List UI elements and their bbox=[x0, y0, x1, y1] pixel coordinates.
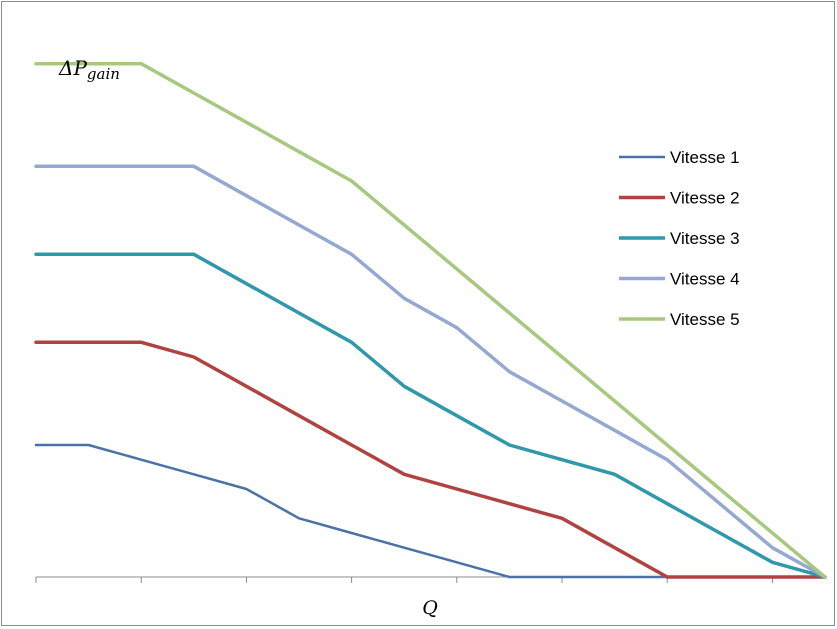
y-axis-label-subscript: gain bbox=[87, 65, 120, 83]
series-line-vitesse-5 bbox=[34, 61, 827, 579]
series-line-vitesse-1 bbox=[34, 443, 827, 579]
series-line-vitesse-4 bbox=[34, 164, 827, 579]
legend-label: Vitesse 5 bbox=[670, 310, 740, 329]
y-axis-label-main: ΔP bbox=[58, 56, 87, 80]
series-line-vitesse-3 bbox=[34, 252, 827, 579]
legend-label: Vitesse 4 bbox=[670, 270, 740, 289]
series-lines bbox=[34, 61, 827, 579]
legend: Vitesse 1 Vitesse 2 Vitesse 3 Vitesse 4 Vite… bbox=[619, 148, 740, 329]
legend-label: Vitesse 1 bbox=[670, 148, 740, 167]
y-axis-label: ΔPgain bbox=[58, 56, 120, 83]
legend-label: Vitesse 2 bbox=[670, 189, 740, 208]
x-axis-label: Q bbox=[422, 597, 438, 619]
series-line-vitesse-2 bbox=[34, 340, 827, 579]
legend-label: Vitesse 3 bbox=[670, 229, 740, 248]
